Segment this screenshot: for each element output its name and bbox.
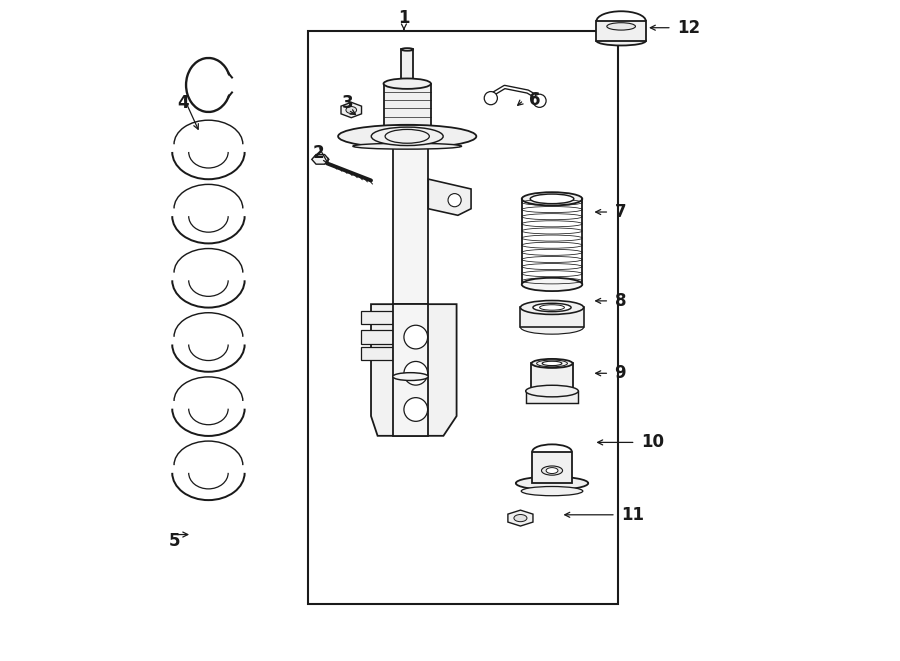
Bar xyxy=(532,364,572,391)
Ellipse shape xyxy=(521,486,583,496)
Bar xyxy=(526,391,579,403)
Text: 7: 7 xyxy=(615,203,626,221)
Circle shape xyxy=(404,398,428,421)
Polygon shape xyxy=(341,102,362,118)
Polygon shape xyxy=(428,179,471,215)
Bar xyxy=(392,133,428,377)
Text: 8: 8 xyxy=(615,292,626,310)
Text: 4: 4 xyxy=(177,95,189,112)
Ellipse shape xyxy=(401,48,413,51)
Ellipse shape xyxy=(607,22,635,30)
Text: 1: 1 xyxy=(398,9,410,27)
Ellipse shape xyxy=(542,466,562,475)
Ellipse shape xyxy=(597,36,646,46)
Ellipse shape xyxy=(526,385,579,397)
Ellipse shape xyxy=(542,362,562,366)
Text: 12: 12 xyxy=(677,19,700,37)
Ellipse shape xyxy=(540,305,564,310)
Ellipse shape xyxy=(392,373,428,381)
Ellipse shape xyxy=(532,359,572,368)
Bar xyxy=(392,304,428,436)
Text: 6: 6 xyxy=(529,91,541,109)
Circle shape xyxy=(404,362,428,385)
Polygon shape xyxy=(508,510,533,526)
Ellipse shape xyxy=(520,321,583,334)
Ellipse shape xyxy=(520,301,583,315)
Ellipse shape xyxy=(401,83,413,85)
Bar xyxy=(361,347,392,360)
Bar xyxy=(361,330,392,344)
Ellipse shape xyxy=(353,143,462,149)
Ellipse shape xyxy=(522,278,582,291)
Text: 9: 9 xyxy=(615,364,626,382)
Bar xyxy=(401,50,413,84)
Bar xyxy=(383,84,431,133)
Circle shape xyxy=(484,92,498,104)
Text: 2: 2 xyxy=(312,144,324,162)
Circle shape xyxy=(448,194,461,207)
Bar xyxy=(520,307,583,327)
Bar xyxy=(597,21,646,41)
Circle shape xyxy=(533,95,546,107)
Ellipse shape xyxy=(522,192,582,206)
Ellipse shape xyxy=(546,467,558,473)
Polygon shape xyxy=(371,304,456,436)
Ellipse shape xyxy=(514,514,526,522)
Bar xyxy=(309,31,617,603)
Text: 5: 5 xyxy=(169,532,181,550)
Ellipse shape xyxy=(536,360,567,367)
Circle shape xyxy=(404,325,428,349)
Text: 10: 10 xyxy=(641,434,664,451)
Text: 11: 11 xyxy=(621,506,644,524)
Ellipse shape xyxy=(533,303,572,312)
Ellipse shape xyxy=(372,127,443,145)
Ellipse shape xyxy=(383,128,431,138)
Ellipse shape xyxy=(516,477,589,490)
Bar xyxy=(532,451,572,483)
Polygon shape xyxy=(311,155,328,164)
Ellipse shape xyxy=(385,130,429,143)
Ellipse shape xyxy=(530,194,574,204)
Ellipse shape xyxy=(383,79,431,89)
Ellipse shape xyxy=(346,106,356,114)
Text: 3: 3 xyxy=(342,95,354,112)
Ellipse shape xyxy=(338,125,476,148)
Bar xyxy=(361,311,392,324)
